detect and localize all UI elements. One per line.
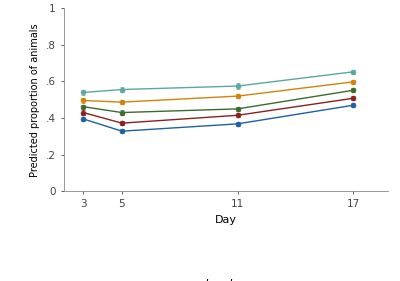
- Legend: 0.027, 0.032, 0.037, 0.042, 0.047: 0.027, 0.032, 0.037, 0.042, 0.047: [85, 278, 367, 281]
- Y-axis label: Predicted proportion of animals: Predicted proportion of animals: [30, 23, 40, 176]
- X-axis label: Day: Day: [215, 215, 237, 225]
